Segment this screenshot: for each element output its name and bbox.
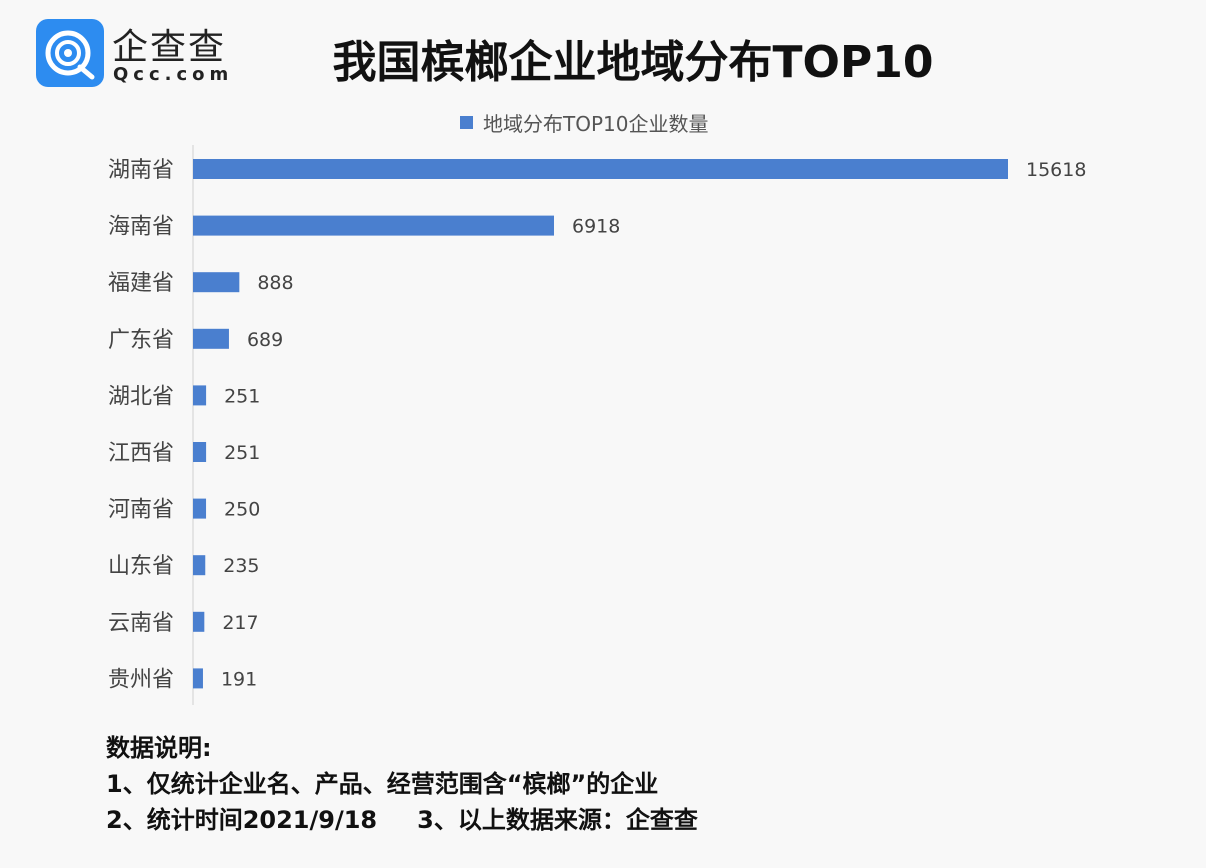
value-label: 250 bbox=[224, 499, 260, 521]
value-label: 888 bbox=[257, 272, 293, 294]
category-label: 湖南省 bbox=[108, 158, 174, 183]
notes-line-2: 2、统计时间2021/9/18 bbox=[106, 806, 378, 834]
value-label: 251 bbox=[224, 385, 260, 407]
value-label: 251 bbox=[224, 442, 260, 464]
bar bbox=[193, 442, 207, 462]
bar bbox=[193, 385, 207, 406]
value-label: 15618 bbox=[1026, 159, 1086, 181]
category-label: 江西省 bbox=[108, 441, 174, 466]
category-label: 湖北省 bbox=[108, 384, 174, 409]
bar bbox=[193, 272, 240, 293]
category-label: 山东省 bbox=[108, 554, 174, 579]
bar bbox=[193, 555, 206, 576]
notes-heading: 数据说明: bbox=[106, 734, 212, 762]
category-label: 贵州省 bbox=[108, 667, 174, 692]
bar bbox=[193, 668, 203, 689]
notes-line-3: 3、以上数据来源：企查查 bbox=[417, 806, 698, 834]
category-label: 海南省 bbox=[108, 215, 174, 240]
bar bbox=[193, 215, 555, 236]
category-label: 河南省 bbox=[108, 498, 174, 523]
category-label: 广东省 bbox=[108, 328, 174, 353]
bar bbox=[193, 328, 229, 349]
value-label: 191 bbox=[221, 668, 257, 690]
logo-text: 企查查 bbox=[112, 27, 227, 68]
legend-swatch bbox=[460, 116, 473, 129]
bar bbox=[193, 611, 205, 632]
legend: 地域分布TOP10企业数量 bbox=[460, 108, 708, 137]
category-label: 福建省 bbox=[108, 271, 174, 296]
value-label: 6918 bbox=[572, 216, 620, 238]
qcc-logo-icon bbox=[36, 19, 104, 87]
data-notes: 数据说明: 1、仅统计企业名、产品、经营范围含“槟榔”的企业 2、统计时间202… bbox=[106, 730, 698, 838]
category-label: 云南省 bbox=[108, 611, 174, 636]
notes-line-1: 1、仅统计企业名、产品、经营范围含“槟榔”的企业 bbox=[106, 770, 659, 798]
bar bbox=[193, 159, 1008, 179]
value-label: 689 bbox=[247, 329, 283, 351]
bar bbox=[193, 498, 207, 519]
chart-title: 我国槟榔企业地域分布TOP10 bbox=[332, 37, 934, 88]
legend-label: 地域分布TOP10企业数量 bbox=[483, 112, 709, 136]
logo-domain: Qcc.com bbox=[113, 64, 234, 85]
value-label: 235 bbox=[223, 555, 259, 577]
value-label: 217 bbox=[222, 612, 258, 634]
